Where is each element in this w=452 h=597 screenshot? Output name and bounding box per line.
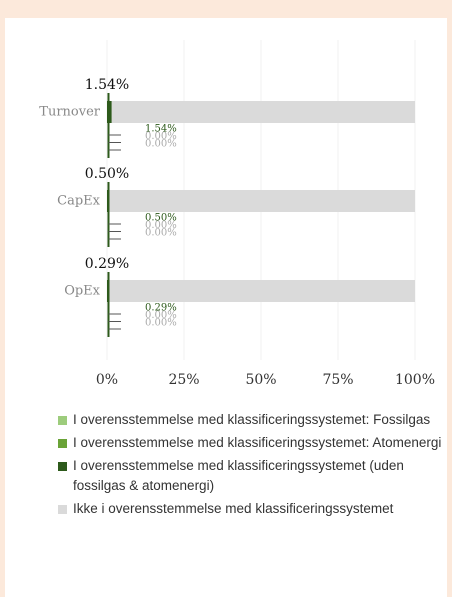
y-tick-label: OpEx <box>64 284 100 299</box>
legend-label: I overensstemmelse med klassificeringssy… <box>73 412 431 427</box>
legend-swatch <box>58 416 67 425</box>
legend-item: I overensstemmelse med klassificeringssy… <box>58 456 448 496</box>
legend-swatch <box>58 462 67 471</box>
value-label: 0.00% <box>145 228 177 239</box>
legend: I overensstemmelse med klassificeringssy… <box>58 410 448 522</box>
bar-segment <box>108 190 415 212</box>
x-tick-label: 50% <box>245 372 276 388</box>
legend-label: I overensstemmelse med klassificeringssy… <box>73 458 404 493</box>
x-tick-label: 100% <box>395 372 435 388</box>
value-label: 1.54% <box>145 124 177 135</box>
value-label: 0.50% <box>145 213 177 224</box>
legend-item: I overensstemmelse med klassificeringssy… <box>58 433 448 453</box>
value-label: 0.00% <box>145 310 177 321</box>
y-tick-label: Turnover <box>39 105 100 120</box>
value-label: 0.00% <box>145 318 177 329</box>
total-label: 0.50% <box>85 166 129 182</box>
legend-label: I overensstemmelse med klassificeringssy… <box>73 435 442 450</box>
legend-item: Ikke i overensstemmelse med klassificeri… <box>58 499 448 519</box>
value-label: 0.29% <box>145 303 177 314</box>
value-label: 0.00% <box>145 131 177 142</box>
legend-swatch <box>58 439 67 448</box>
legend-swatch <box>58 505 67 514</box>
chart: 0% 25% 50% 75% 100%Turnover1.54%1.54%0.00%0.… <box>39 40 435 388</box>
x-tick-label: 0% <box>96 372 118 388</box>
legend-label: Ikke i overensstemmelse med klassificeri… <box>73 501 394 516</box>
x-tick-label: 75% <box>322 372 353 388</box>
bar-segment <box>107 280 108 302</box>
total-label: 1.54% <box>85 77 129 93</box>
bar-segment <box>107 280 416 302</box>
bar-segment <box>111 101 416 123</box>
legend-item: I overensstemmelse med klassificeringssy… <box>58 410 448 430</box>
x-tick-label: 25% <box>168 372 199 388</box>
value-label: 0.00% <box>145 220 177 231</box>
total-label: 0.29% <box>85 256 129 272</box>
y-tick-label: CapEx <box>57 194 101 209</box>
value-label: 0.00% <box>145 139 177 150</box>
